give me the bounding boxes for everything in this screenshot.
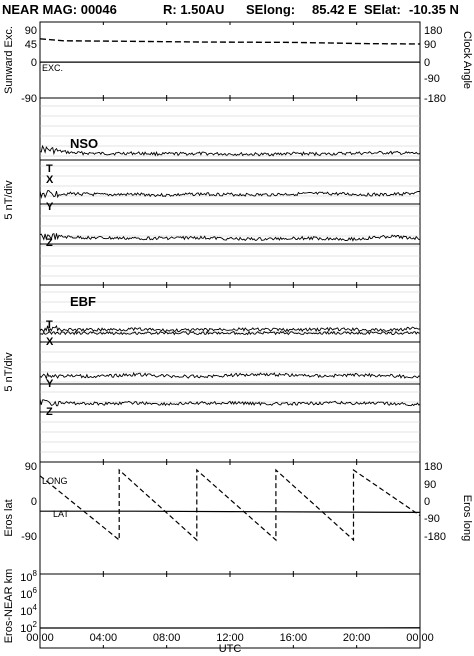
ebf-gridlines <box>40 291 420 453</box>
ebf-label-x: X <box>46 336 54 348</box>
title-mission: NEAR MAG: 00046 <box>2 2 117 17</box>
ebf-title: EBF <box>70 294 96 309</box>
eros-long-tick-90: 90 <box>424 479 436 491</box>
clock-tick-0: 0 <box>424 57 430 69</box>
ebf-trace-1 <box>39 324 421 333</box>
exc-annotation: EXC. <box>42 63 63 73</box>
ebf-label-t: T <box>46 319 53 331</box>
title-selong-label: SElong: <box>246 2 295 17</box>
nso-label-x: X <box>46 174 54 186</box>
x-tick-label: 20:00 <box>343 632 371 644</box>
panel-sunward-frame <box>39 21 421 99</box>
title-selat-value: -10.35 N <box>409 2 459 17</box>
x-tick-label: 00:00 <box>26 632 54 644</box>
panel-eros: Eros lat Eros long 90 0 -90 180 90 0 -90… <box>3 461 473 575</box>
x-tick-label: 08:00 <box>153 632 181 644</box>
range-tick-label: 108 <box>20 569 37 584</box>
panel-nso: NSO 5 nT/div T X Y Z <box>3 97 421 286</box>
header: NEAR MAG: 00046 R: 1.50AU SElong: 85.42 … <box>2 2 459 17</box>
nso-label-z: Z <box>46 237 53 249</box>
range-ylabel: Eros-NEAR km <box>3 569 15 644</box>
eros-lat-tick-neg90: -90 <box>21 531 37 543</box>
nso-series <box>39 144 421 242</box>
ebf-label-y: Y <box>46 378 54 390</box>
sunward-tick-0: 0 <box>31 57 37 69</box>
nso-title: NSO <box>70 136 98 151</box>
range-tick-label: 106 <box>20 586 37 601</box>
nso-trace-2 <box>39 190 421 199</box>
title-selong-value: 85.42 E <box>312 2 357 17</box>
ebf-ylabel: 5 nT/div <box>3 352 15 392</box>
clock-angle-ylabel: Clock Angle <box>461 31 473 89</box>
eros-lat-tick-90: 90 <box>25 461 37 473</box>
nso-trace-1 <box>39 144 421 157</box>
nso-label-t: T <box>46 163 53 175</box>
nso-gridlines <box>40 105 420 277</box>
x-axis-label: UTC <box>219 643 242 655</box>
x-axis: 00:00 04:00 08:00 12:00 16:00 20:00 00:00 <box>26 22 434 648</box>
clock-tick-neg180: -180 <box>424 93 446 105</box>
ebf-trace-2 <box>39 371 421 380</box>
sunward-tick-90: 90 <box>25 25 37 37</box>
panel-ebf: EBF 5 nT/div T X Y Z <box>3 284 421 463</box>
panel-ebf-frame <box>39 284 421 463</box>
x-tick-label: 04:00 <box>90 632 118 644</box>
clock-angle-line <box>39 38 421 45</box>
sunward-tick-neg90: -90 <box>21 93 37 105</box>
sunward-series <box>39 38 421 63</box>
ebf-series <box>39 324 421 407</box>
eros-long-tick-180: 180 <box>424 461 442 473</box>
eros-lat-tick-0: 0 <box>31 496 37 508</box>
eros-lat-ylabel: Eros lat <box>3 499 15 536</box>
ebf-label-z: Z <box>46 406 53 418</box>
eros-long-ylabel: Eros long <box>461 495 473 541</box>
sunward-tick-45: 45 <box>25 39 37 51</box>
nso-ylabel: 5 nT/div <box>3 180 15 220</box>
panel-eros-frame <box>39 461 421 575</box>
eros-lat-line <box>40 510 421 514</box>
ebf-trace-3 <box>39 398 421 407</box>
title-range: R: 1.50AU <box>163 2 224 17</box>
x-tick-label: 12:00 <box>216 632 244 644</box>
x-tick-label: 16:00 <box>280 632 308 644</box>
ebf-trace-t <box>39 330 421 336</box>
eros-long-line <box>39 468 421 542</box>
clock-tick-180: 180 <box>424 25 442 37</box>
sunward-ylabel: Sunward Exc. <box>3 26 15 94</box>
title-selat-label: SElat: <box>364 2 401 17</box>
eros-series <box>39 468 421 542</box>
eros-lat-label: LAT <box>53 509 69 519</box>
range-tick-label: 104 <box>20 603 37 618</box>
nso-trace-3 <box>39 233 421 242</box>
x-tick-label: 00:00 <box>406 632 434 644</box>
clock-tick-neg90: -90 <box>424 73 440 85</box>
eros-long-tick-neg90: -90 <box>424 513 440 525</box>
clock-tick-90: 90 <box>424 39 436 51</box>
nso-label-y: Y <box>46 201 54 213</box>
eros-long-label: LONG <box>42 476 68 486</box>
eros-long-tick-0: 0 <box>424 496 430 508</box>
panel-sunward: Sunward Exc. Clock Angle 90 45 0 -90 180… <box>3 21 473 105</box>
eros-long-tick-neg180: -180 <box>424 531 446 543</box>
